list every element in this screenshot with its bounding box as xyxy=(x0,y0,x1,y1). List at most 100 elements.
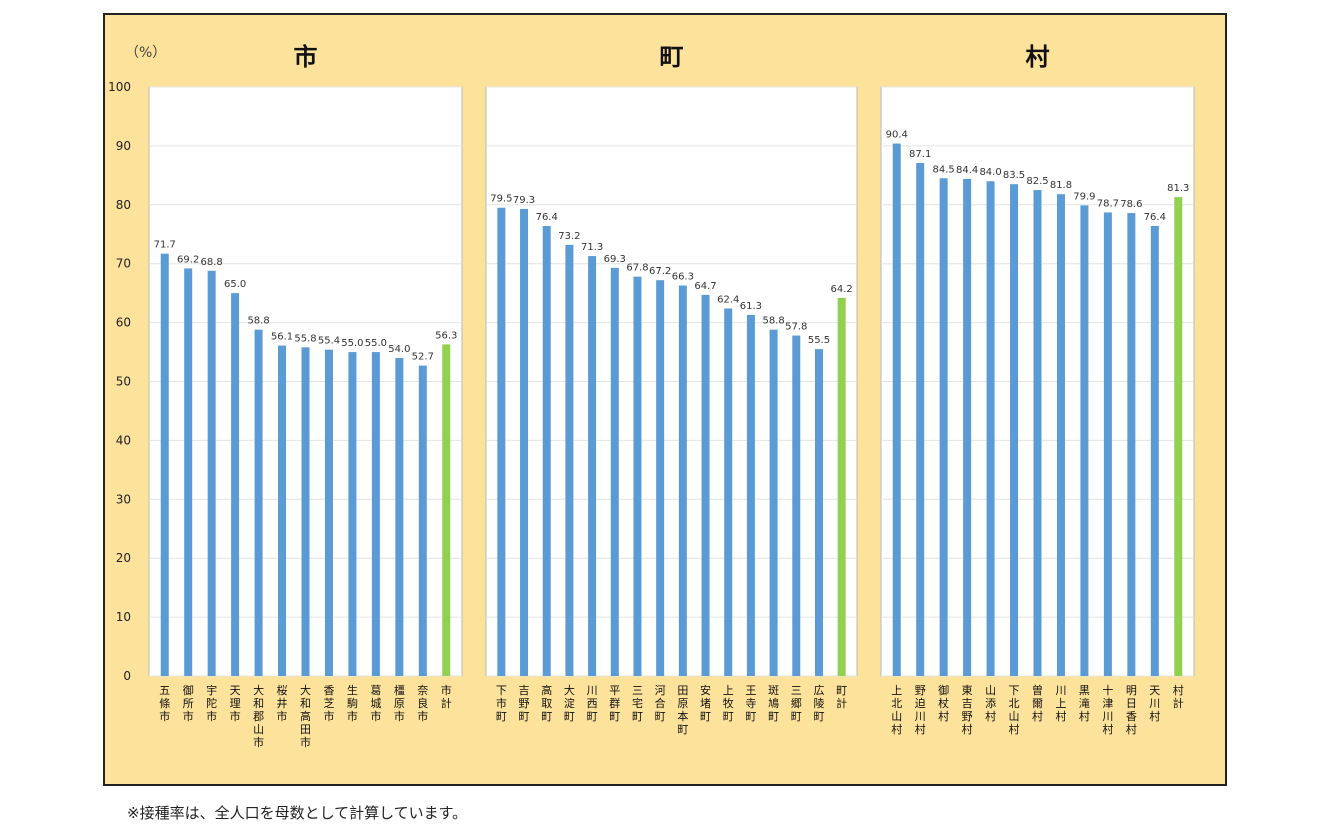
data-label: 69.3 xyxy=(604,254,626,265)
category-label: 平群町 xyxy=(609,684,620,723)
category-label: 天理市 xyxy=(230,684,241,723)
data-label: 90.4 xyxy=(886,130,908,141)
bar xyxy=(963,178,972,676)
y-tick-label: 10 xyxy=(116,610,131,624)
bar xyxy=(916,162,925,676)
data-label: 84.4 xyxy=(956,165,978,176)
category-label: 斑鳩町 xyxy=(768,684,779,723)
y-axis-unit-label: （%） xyxy=(125,45,166,61)
category-label: 大淀町 xyxy=(564,683,575,723)
bar xyxy=(1010,184,1019,676)
total-bar xyxy=(1174,197,1183,676)
category-label: 明日香村 xyxy=(1126,684,1137,736)
category-label: 曽爾村 xyxy=(1032,683,1043,723)
bar xyxy=(542,226,551,676)
data-label: 78.7 xyxy=(1097,198,1119,209)
category-label: 黒滝村 xyxy=(1079,684,1090,723)
bar xyxy=(792,335,801,676)
y-tick-label: 60 xyxy=(116,316,131,330)
bar xyxy=(497,207,506,676)
category-label: 香芝市 xyxy=(323,684,334,723)
category-label: 大和郡山市 xyxy=(253,683,264,749)
category-label: 川西町 xyxy=(587,684,598,723)
bar xyxy=(395,357,404,676)
bar xyxy=(633,276,642,676)
data-label: 79.9 xyxy=(1073,191,1095,202)
bar xyxy=(231,293,240,676)
data-label: 55.4 xyxy=(318,336,340,347)
data-label: 84.0 xyxy=(979,167,1001,178)
category-label: 生駒市 xyxy=(347,683,358,723)
category-label: 宇陀市 xyxy=(206,684,217,723)
y-tick-label: 80 xyxy=(116,198,131,212)
category-label: 葛城市 xyxy=(370,684,381,723)
category-label: 上牧町 xyxy=(723,684,734,723)
y-tick-label: 0 xyxy=(123,669,131,683)
category-label: 東吉野村 xyxy=(962,684,973,736)
data-label: 55.0 xyxy=(341,338,363,349)
data-label: 55.5 xyxy=(808,335,830,346)
data-label: 55.0 xyxy=(365,338,387,349)
category-label: 町計 xyxy=(836,684,847,710)
category-label: 高取町 xyxy=(541,683,552,723)
data-label: 54.0 xyxy=(388,344,410,355)
data-label: 81.3 xyxy=(1167,183,1189,194)
total-bar xyxy=(442,344,451,676)
category-label: 御杖村 xyxy=(938,683,949,723)
y-tick-label: 90 xyxy=(116,139,131,153)
category-label: 山添村 xyxy=(985,684,996,723)
panel-title: 村 xyxy=(1026,43,1050,71)
category-label: 村計 xyxy=(1173,683,1184,710)
data-label: 67.2 xyxy=(649,266,671,277)
total-bar xyxy=(837,297,846,676)
data-label: 58.8 xyxy=(247,316,269,327)
data-label: 56.3 xyxy=(435,330,457,341)
category-label: 御所市 xyxy=(183,683,194,723)
data-label: 55.8 xyxy=(294,333,316,344)
data-label: 79.5 xyxy=(490,194,512,205)
category-label: 市計 xyxy=(441,683,452,710)
category-label: 王寺町 xyxy=(745,684,756,723)
category-label: 上北山村 xyxy=(891,684,902,736)
data-label: 78.6 xyxy=(1120,199,1142,210)
panel-title: 町 xyxy=(660,43,684,71)
data-label: 67.8 xyxy=(626,263,648,274)
data-label: 64.2 xyxy=(831,284,853,295)
bar xyxy=(348,352,357,676)
bar xyxy=(678,285,687,676)
data-label: 66.3 xyxy=(672,271,694,282)
bar xyxy=(184,268,193,676)
bar xyxy=(371,352,380,676)
data-label: 62.4 xyxy=(717,294,739,305)
data-label: 57.8 xyxy=(785,322,807,333)
bar xyxy=(939,178,948,677)
category-label: 河合町 xyxy=(655,684,666,723)
data-label: 81.8 xyxy=(1050,180,1072,191)
bar xyxy=(520,208,529,676)
y-tick-label: 50 xyxy=(116,375,131,389)
bar xyxy=(588,256,597,676)
data-label: 76.4 xyxy=(536,212,558,223)
bar xyxy=(746,314,755,676)
category-label: 橿原市 xyxy=(394,684,405,723)
bar xyxy=(986,181,995,677)
data-label: 65.0 xyxy=(224,279,246,290)
data-label: 52.7 xyxy=(412,352,434,363)
data-label: 83.5 xyxy=(1003,170,1025,181)
data-label: 82.5 xyxy=(1026,176,1048,187)
category-label: 三宅町 xyxy=(632,684,643,723)
category-label: 野迫川村 xyxy=(915,684,926,736)
bar xyxy=(701,294,710,676)
bar xyxy=(892,143,901,676)
bar xyxy=(1080,205,1089,677)
bar xyxy=(207,270,216,676)
category-label: 川上村 xyxy=(1055,684,1066,723)
footnote: ※接種率は、全人口を母数として計算しています。 xyxy=(127,804,468,822)
bar xyxy=(610,267,619,676)
bar xyxy=(324,349,333,676)
data-label: 73.2 xyxy=(558,231,580,242)
bar xyxy=(1127,213,1136,676)
category-label: 五條市 xyxy=(159,684,170,723)
category-label: 下市町 xyxy=(496,684,507,723)
bar xyxy=(656,280,665,676)
